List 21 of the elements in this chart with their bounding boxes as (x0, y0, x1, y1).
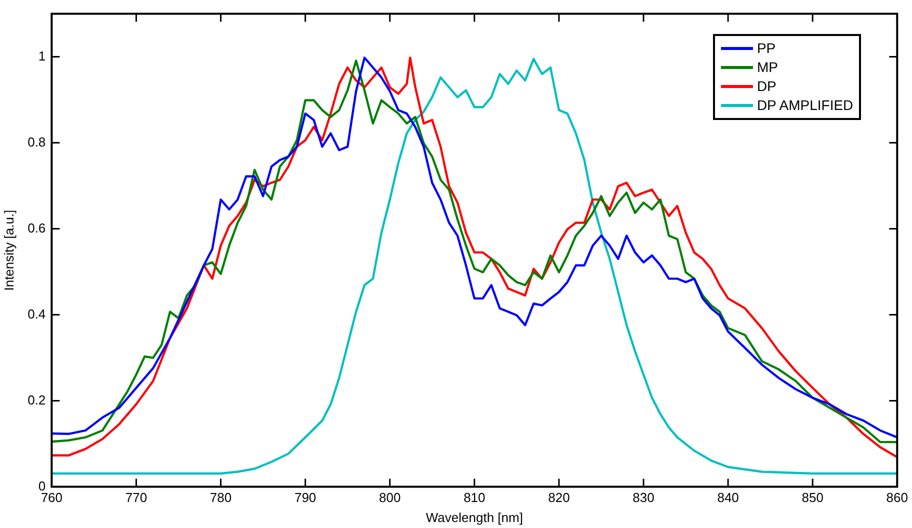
y-axis-title: Intensity [a.u.] (1, 210, 16, 291)
y-tick-label: 0.8 (28, 134, 46, 150)
y-tick-label: 1 (38, 48, 46, 64)
x-tick-label: 780 (210, 490, 232, 506)
y-tick-label: 0.4 (28, 306, 46, 322)
x-tick-label: 810 (464, 490, 486, 506)
x-tick-label: 860 (886, 490, 908, 506)
x-axis-title: Wavelength [nm] (426, 510, 523, 525)
y-tick-label: 0.6 (28, 220, 46, 236)
x-tick-label: 820 (548, 490, 570, 506)
x-tick-label: 850 (802, 490, 824, 506)
y-tick-label: 0.2 (28, 392, 46, 408)
x-tick-label: 800 (379, 490, 401, 506)
legend-label: DP AMPLIFIED (756, 96, 854, 115)
x-tick-label: 840 (717, 490, 739, 506)
legend-label: DP (756, 76, 776, 96)
x-tick-label: 770 (125, 490, 148, 506)
x-tick-label: 830 (632, 490, 654, 506)
legend-label: MP (756, 58, 778, 77)
x-tick-label: 790 (294, 490, 316, 506)
legend-label: PP (756, 38, 776, 58)
